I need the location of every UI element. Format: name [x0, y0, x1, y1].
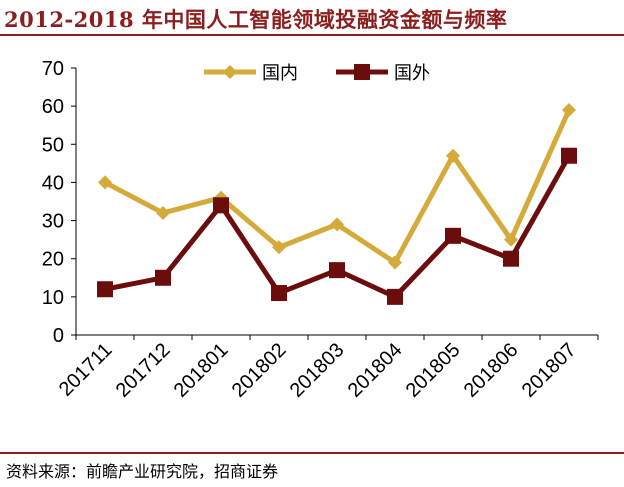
series-line — [103, 108, 572, 266]
legend-marker — [354, 64, 370, 80]
x-tick-label: 201711 — [55, 339, 117, 401]
x-tick-label: 201806 — [460, 339, 523, 402]
y-tick-label: 60 — [42, 96, 64, 118]
data-point — [388, 255, 402, 270]
data-point — [387, 288, 403, 305]
data-point — [98, 175, 112, 190]
data-point — [445, 227, 461, 244]
y-tick-label: 50 — [42, 134, 64, 156]
footer-rule — [0, 452, 624, 454]
x-tick-label: 201712 — [112, 339, 175, 402]
data-point — [271, 285, 287, 302]
y-tick-label: 10 — [42, 287, 64, 309]
data-point — [562, 102, 576, 117]
x-tick-label: 201803 — [286, 339, 349, 402]
data-point — [446, 148, 460, 163]
data-point — [97, 281, 113, 298]
legend-label: 国内 — [262, 63, 298, 84]
series-foreign — [97, 147, 577, 305]
data-point — [213, 197, 229, 214]
page-title: 2012-2018 年中国人工智能领域投融资金额与频率 — [4, 7, 508, 32]
data-point — [329, 262, 345, 279]
line-chart: 0102030405060702017112017122018012018022… — [42, 58, 599, 402]
chart-legend: 国内 国外 — [204, 63, 430, 84]
data-point — [330, 217, 344, 232]
title-rule — [0, 34, 624, 36]
data-point — [155, 269, 171, 286]
x-tick-label: 201805 — [402, 339, 465, 402]
y-tick-label: 0 — [53, 325, 64, 347]
x-tick-label: 201807 — [518, 339, 581, 402]
source-note: 资料来源：前瞻产业研究院，招商证券 — [6, 462, 279, 481]
data-point — [561, 147, 577, 164]
data-point — [503, 250, 519, 267]
x-tick-label: 201804 — [344, 339, 407, 402]
x-tick-label: 201801 — [170, 339, 233, 402]
data-point — [272, 240, 286, 255]
y-tick-label: 20 — [42, 249, 64, 271]
data-point — [156, 205, 170, 220]
series-domestic — [98, 102, 576, 270]
chart-series — [97, 102, 577, 305]
legend-label: 国外 — [394, 63, 430, 84]
x-tick-label: 201802 — [228, 339, 291, 402]
legend-marker — [223, 65, 237, 79]
y-tick-label: 40 — [42, 172, 64, 194]
data-point — [504, 232, 518, 247]
y-tick-label: 30 — [42, 211, 64, 233]
y-tick-label: 70 — [42, 58, 64, 80]
